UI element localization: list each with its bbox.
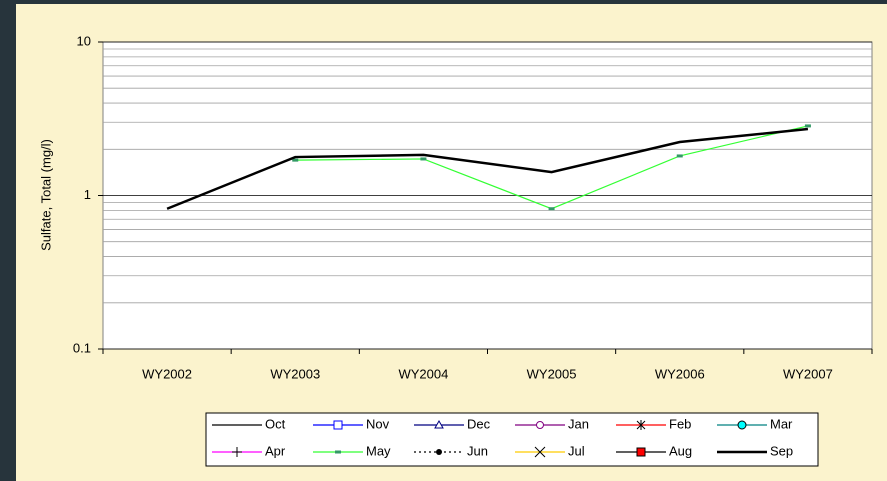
- legend-label: Aug: [669, 443, 692, 458]
- x-tick-label: WY2003: [270, 366, 320, 381]
- series-line: [166, 127, 809, 210]
- x-tick-label: WY2005: [527, 366, 577, 381]
- legend-label: Sep: [770, 443, 793, 458]
- legend-marker: [436, 449, 442, 455]
- legend-label: Mar: [770, 416, 793, 431]
- legend-marker: [333, 420, 343, 430]
- legend-label: Feb: [669, 416, 691, 431]
- legend-label: Apr: [265, 443, 286, 458]
- legend-marker: [434, 419, 444, 429]
- legend-label: Oct: [265, 416, 286, 431]
- legend-marker: [232, 447, 242, 457]
- x-tick-label: WY2006: [655, 366, 705, 381]
- legend-marker: [636, 420, 646, 430]
- legend-label: Jul: [568, 443, 585, 458]
- point-marker: [292, 158, 299, 162]
- y-axis-label: Sulfate, Total (mg/l): [38, 139, 53, 251]
- legend-marker: [534, 446, 546, 458]
- legend: [205, 412, 819, 467]
- point-marker: [804, 124, 811, 128]
- x-tick-label: WY2002: [142, 366, 192, 381]
- y-tick-label: 1: [84, 187, 91, 202]
- x-tick-label: WY2007: [783, 366, 833, 381]
- legend-marker: [636, 447, 646, 457]
- legend-label: May: [366, 443, 391, 458]
- legend-label: Nov: [366, 416, 390, 431]
- y-tick-label: 10: [77, 33, 91, 48]
- point-marker: [548, 207, 555, 211]
- point-marker: [676, 154, 683, 158]
- legend-label: Jan: [568, 416, 589, 431]
- y-tick-label: 0.1: [73, 340, 91, 355]
- legend-marker: [335, 450, 341, 454]
- point-marker: [420, 157, 427, 161]
- legend-label: Jun: [467, 443, 488, 458]
- legend-marker: [536, 421, 544, 429]
- x-tick-label: WY2004: [398, 366, 448, 381]
- legend-label: Dec: [467, 416, 491, 431]
- legend-marker: [737, 420, 747, 430]
